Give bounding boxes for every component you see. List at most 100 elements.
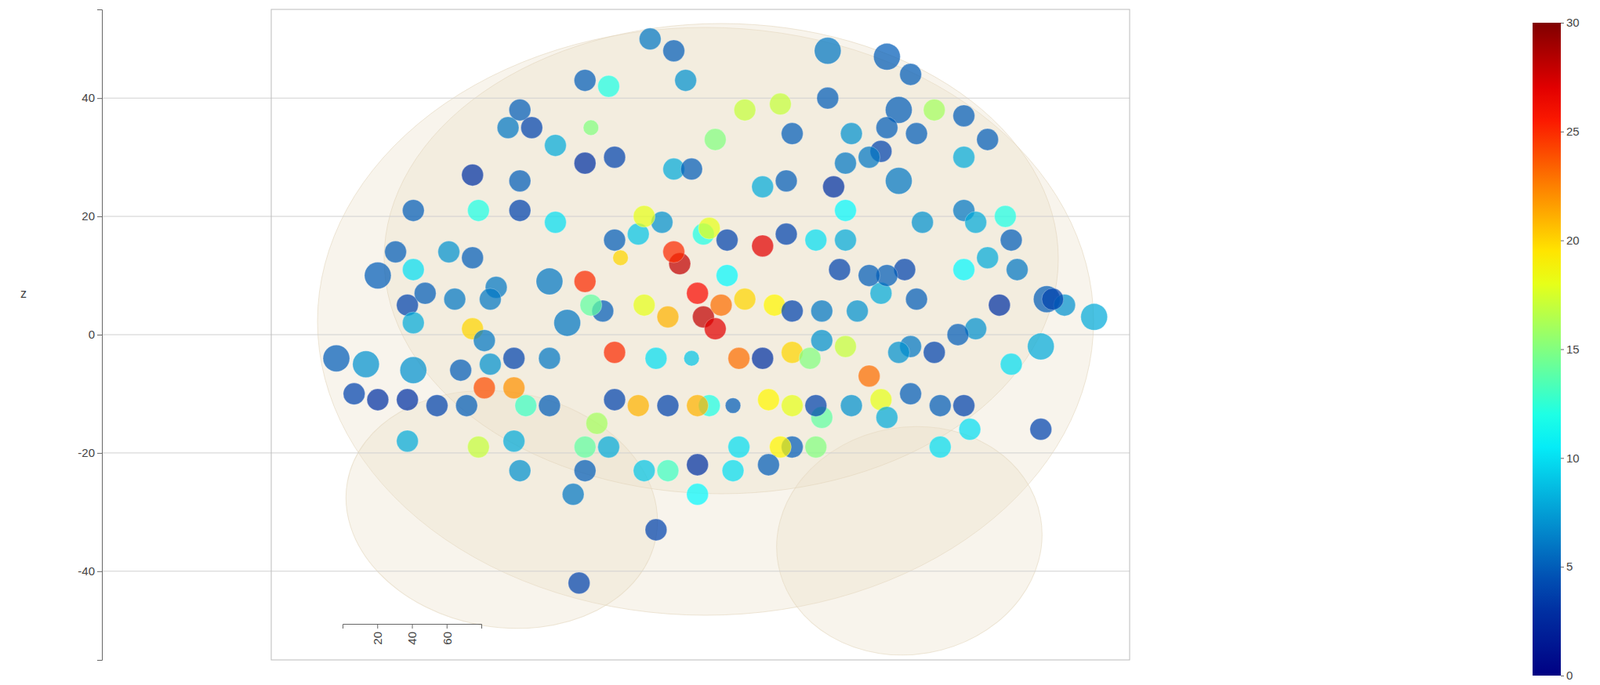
- bubble: [805, 435, 828, 458]
- bubble: [781, 123, 804, 146]
- bubble: [573, 460, 596, 483]
- bubble: [888, 341, 911, 364]
- bubble: [384, 240, 407, 263]
- bubble: [467, 435, 490, 458]
- tick: 10: [1560, 451, 1580, 465]
- bubble: [988, 293, 1011, 316]
- bubble: [438, 240, 461, 263]
- bubble: [479, 288, 502, 311]
- bubble: [958, 418, 981, 441]
- grid-line: [101, 570, 1130, 572]
- bubble: [775, 170, 798, 193]
- bubble: [733, 288, 756, 311]
- bubble: [798, 347, 821, 370]
- bubble: [461, 246, 484, 269]
- bubble: [455, 395, 478, 418]
- bubble: [479, 353, 502, 376]
- tick-label: 10: [1566, 451, 1580, 465]
- bubble: [426, 395, 449, 418]
- bubble: [928, 435, 951, 458]
- bubble: [402, 312, 425, 334]
- bubble: [781, 300, 804, 323]
- bubble: [928, 395, 951, 418]
- tick-mark: [97, 334, 102, 336]
- bubble: [1000, 353, 1023, 376]
- bubble: [544, 134, 567, 157]
- bubble: [536, 268, 563, 295]
- bubble: [946, 323, 969, 346]
- bubble: [905, 123, 928, 146]
- bubble: [603, 228, 626, 251]
- tick-label: 0: [88, 327, 95, 342]
- bubble: [503, 347, 526, 370]
- bubble: [905, 288, 928, 311]
- bubble: [497, 116, 519, 139]
- bubble: [663, 39, 686, 62]
- bubble: [473, 330, 496, 352]
- bubble: [728, 347, 751, 370]
- bubble: [703, 318, 726, 341]
- bubble: [805, 395, 828, 418]
- bubble: [757, 388, 780, 411]
- tick-mark: [1560, 22, 1564, 24]
- bubble: [544, 211, 567, 234]
- bubble: [899, 383, 922, 406]
- grid: [101, 97, 1130, 572]
- bubble: [1006, 258, 1029, 281]
- tick-mark: [1560, 675, 1564, 677]
- bubble: [805, 228, 828, 251]
- bubble: [751, 235, 774, 258]
- tick: 0: [1560, 668, 1573, 683]
- bubble: [686, 453, 709, 476]
- bubble: [503, 430, 526, 453]
- bubble: [728, 435, 751, 458]
- tick-label: 20: [370, 631, 385, 646]
- bubble: [683, 350, 700, 367]
- tick-mark: [377, 624, 378, 629]
- bubble: [751, 175, 774, 198]
- bubble: [645, 347, 668, 370]
- bubble: [757, 453, 780, 476]
- tick: 30: [1560, 15, 1580, 30]
- bubble: [633, 460, 656, 483]
- bubble: [733, 98, 756, 121]
- bubble: [858, 146, 881, 169]
- chart: -40-2002040z204060051015202530: [0, 0, 1600, 685]
- y-axis: 204060: [343, 624, 483, 646]
- bubble: [923, 341, 946, 364]
- bubble: [568, 572, 591, 595]
- bubble: [1030, 418, 1053, 441]
- bubble: [781, 395, 804, 418]
- bubble: [775, 223, 798, 246]
- bubble: [538, 395, 561, 418]
- bubble: [721, 460, 744, 483]
- tick-label: 40: [405, 631, 419, 646]
- bubble: [834, 335, 857, 358]
- tick: 40: [405, 624, 419, 646]
- bubble: [828, 258, 851, 281]
- bubble: [396, 430, 419, 453]
- axis-line: [1561, 23, 1565, 677]
- bubble: [965, 211, 987, 234]
- tick-mark: [1560, 457, 1564, 459]
- bubble: [503, 377, 526, 400]
- bubble: [573, 152, 596, 175]
- axis-title: z: [20, 286, 27, 301]
- bubble: [461, 163, 484, 186]
- tick-mark: [97, 571, 102, 573]
- bubble: [613, 250, 629, 266]
- bubble: [976, 128, 999, 151]
- bubble: [674, 69, 697, 92]
- bubble: [710, 293, 733, 316]
- colorbar-axis: 051015202530: [1560, 15, 1580, 683]
- tick: 25: [1560, 124, 1580, 138]
- bubble: [508, 460, 531, 483]
- tick-label: 15: [1566, 342, 1580, 356]
- bubble: [751, 347, 774, 370]
- bubble: [633, 293, 656, 316]
- tick: 20: [1560, 233, 1580, 247]
- tick: 20: [370, 624, 385, 646]
- bubble: [562, 483, 585, 506]
- points: [322, 28, 1108, 595]
- colorbar: [1532, 22, 1561, 676]
